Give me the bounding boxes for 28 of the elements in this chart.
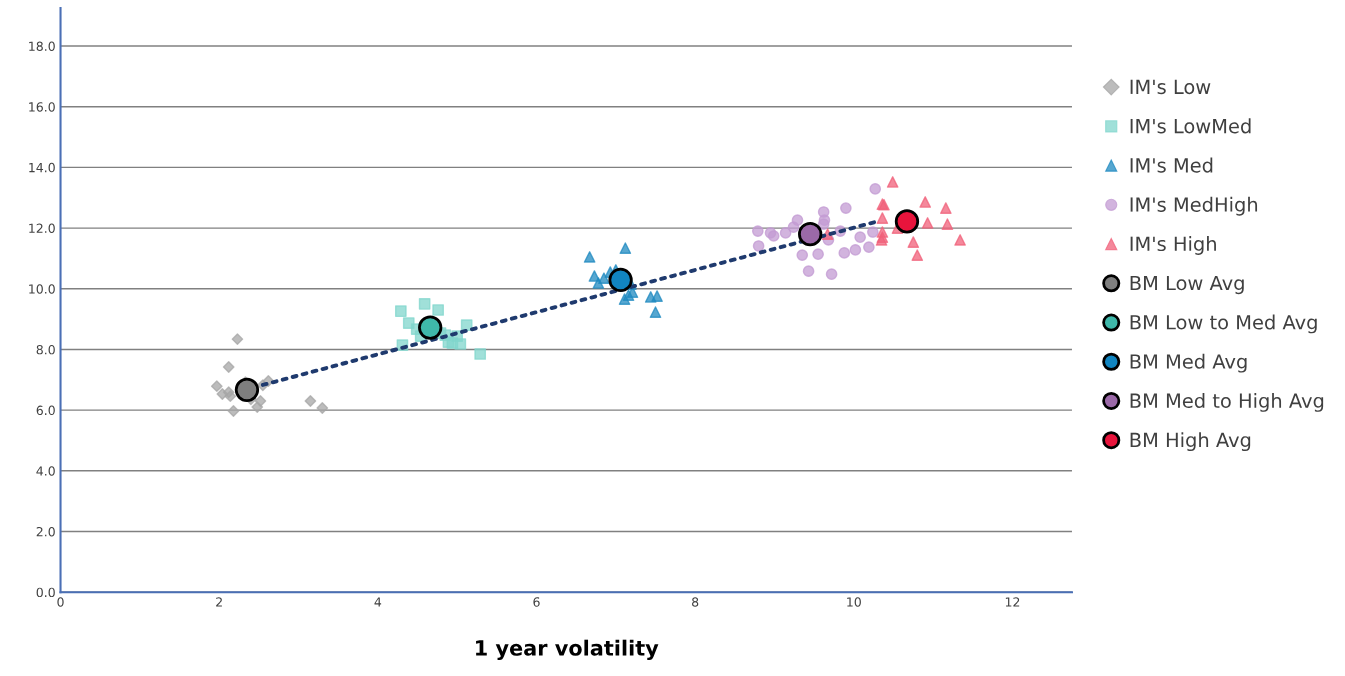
x-axis-title: 1 year volatility bbox=[476, 639, 659, 661]
legend-label: BM Med Avg bbox=[1130, 353, 1247, 373]
legend-label: IM's High bbox=[1130, 236, 1216, 255]
x-tick-label: 2 bbox=[216, 597, 222, 607]
x-tick-label: 12 bbox=[1005, 597, 1020, 607]
legend-label: IM's Med bbox=[1130, 157, 1213, 173]
x-tick-label: 8 bbox=[692, 597, 699, 607]
legend-label: BM High Avg bbox=[1130, 432, 1251, 452]
y-tick-label: 14.0 bbox=[29, 162, 55, 173]
y-tick-label: 6.0 bbox=[36, 405, 55, 416]
legend-label: BM Med to High Avg bbox=[1130, 393, 1324, 412]
y-tick-label: 16.0 bbox=[29, 102, 55, 112]
legend-label: IM's LowMed bbox=[1130, 118, 1251, 134]
y-tick-label: 4.0 bbox=[36, 466, 55, 476]
x-tick-label: 10 bbox=[847, 597, 861, 607]
legend-label: BM Low to Med Avg bbox=[1130, 314, 1317, 334]
y-tick-label: 10.0 bbox=[29, 284, 55, 294]
y-tick-label: 18.0 bbox=[29, 41, 55, 51]
legend-label: IM's MedHigh bbox=[1130, 196, 1258, 216]
y-tick-label: 2.0 bbox=[36, 526, 55, 537]
x-tick-label: 6 bbox=[533, 597, 540, 607]
legend-label: IM's Low bbox=[1130, 79, 1211, 95]
x-tick-label: 0 bbox=[57, 597, 64, 607]
legend-label: BM Low Avg bbox=[1130, 275, 1244, 295]
y-tick-label: 12.0 bbox=[29, 223, 55, 234]
y-tick-label: 8.0 bbox=[36, 344, 55, 355]
y-tick-label: 0.0 bbox=[36, 587, 55, 598]
x-tick-label: 4 bbox=[374, 597, 382, 607]
